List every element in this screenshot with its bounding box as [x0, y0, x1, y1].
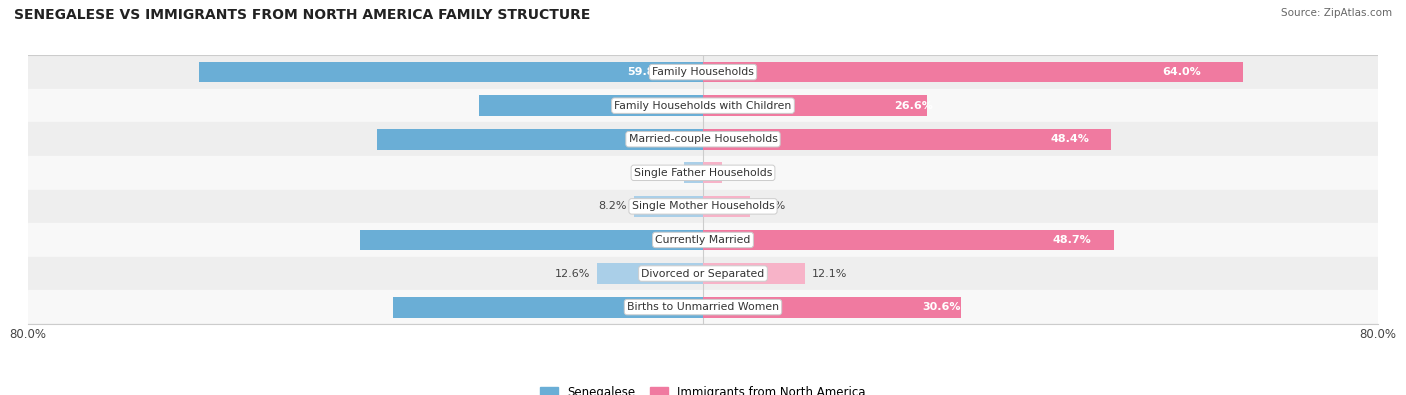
- Bar: [392, 297, 703, 318]
- Bar: [634, 196, 703, 217]
- Bar: [377, 129, 703, 150]
- Text: 38.6%: 38.6%: [654, 134, 693, 144]
- Text: 36.8%: 36.8%: [657, 302, 695, 312]
- Text: 2.2%: 2.2%: [728, 168, 756, 178]
- Text: 5.6%: 5.6%: [756, 201, 785, 211]
- Text: 30.6%: 30.6%: [922, 302, 960, 312]
- Bar: [703, 297, 962, 318]
- Text: 2.3%: 2.3%: [648, 168, 676, 178]
- Bar: [703, 229, 1114, 250]
- Bar: [28, 89, 1378, 122]
- Bar: [703, 196, 751, 217]
- Text: 26.6%: 26.6%: [894, 101, 932, 111]
- Bar: [683, 162, 703, 183]
- Text: Family Households: Family Households: [652, 67, 754, 77]
- Text: Married-couple Households: Married-couple Households: [628, 134, 778, 144]
- Text: Source: ZipAtlas.com: Source: ZipAtlas.com: [1281, 8, 1392, 18]
- Bar: [28, 257, 1378, 290]
- Legend: Senegalese, Immigrants from North America: Senegalese, Immigrants from North Americ…: [536, 382, 870, 395]
- Text: 64.0%: 64.0%: [1161, 67, 1201, 77]
- Bar: [28, 223, 1378, 257]
- Bar: [703, 95, 928, 116]
- Text: 40.6%: 40.6%: [651, 235, 690, 245]
- Text: Births to Unmarried Women: Births to Unmarried Women: [627, 302, 779, 312]
- Bar: [28, 290, 1378, 324]
- Text: Family Households with Children: Family Households with Children: [614, 101, 792, 111]
- Text: 48.7%: 48.7%: [1052, 235, 1091, 245]
- Text: Currently Married: Currently Married: [655, 235, 751, 245]
- Bar: [703, 129, 1111, 150]
- Text: 8.2%: 8.2%: [599, 201, 627, 211]
- Bar: [703, 62, 1243, 83]
- Text: 12.1%: 12.1%: [811, 269, 848, 278]
- Text: SENEGALESE VS IMMIGRANTS FROM NORTH AMERICA FAMILY STRUCTURE: SENEGALESE VS IMMIGRANTS FROM NORTH AMER…: [14, 8, 591, 22]
- Bar: [28, 55, 1378, 89]
- Bar: [478, 95, 703, 116]
- Bar: [198, 62, 703, 83]
- Text: Divorced or Separated: Divorced or Separated: [641, 269, 765, 278]
- Bar: [28, 156, 1378, 190]
- Bar: [703, 263, 806, 284]
- Bar: [28, 122, 1378, 156]
- Text: Single Father Households: Single Father Households: [634, 168, 772, 178]
- Bar: [596, 263, 703, 284]
- Text: 26.6%: 26.6%: [669, 101, 709, 111]
- Bar: [28, 190, 1378, 223]
- Bar: [703, 162, 721, 183]
- Text: 12.6%: 12.6%: [554, 269, 591, 278]
- Text: 48.4%: 48.4%: [1050, 134, 1088, 144]
- Text: Single Mother Households: Single Mother Households: [631, 201, 775, 211]
- Bar: [360, 229, 703, 250]
- Text: 59.8%: 59.8%: [627, 67, 666, 77]
